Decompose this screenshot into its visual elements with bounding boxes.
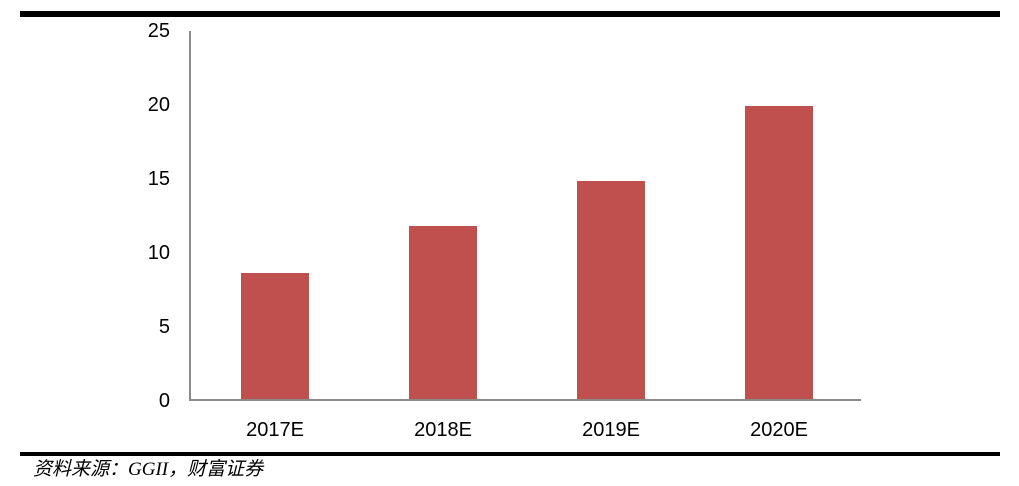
x-axis-tick-labels: 2017E 2018E 2019E 2020E	[120, 21, 861, 451]
source-note: 资料来源：GGII，财富证券	[33, 459, 264, 480]
y-tick-label: 0	[158, 390, 170, 412]
y-axis-tick-labels: 0 5 10 15 20 25	[120, 20, 170, 451]
x-tick-label: 2017E	[246, 419, 304, 441]
x-tick-label: 2020E	[750, 419, 808, 441]
bar-2020E	[745, 105, 813, 399]
x-tick-label: 2018E	[414, 419, 472, 441]
bar-2017E	[241, 273, 309, 399]
x-tick-label: 2019E	[582, 419, 640, 441]
y-tick-label: 10	[147, 242, 170, 264]
plot-area	[189, 31, 861, 401]
bar-2018E	[409, 225, 477, 399]
bottom-rule	[20, 452, 1000, 456]
y-tick-label: 20	[147, 94, 170, 116]
bar-2019E	[577, 181, 645, 399]
y-tick-label: 5	[158, 316, 170, 338]
top-rule	[20, 11, 1000, 17]
y-tick-label: 15	[147, 168, 170, 190]
bar-chart: 0 5 10 15 20 25 2017E 2018E 2019E 2020E	[120, 20, 861, 451]
y-tick-label: 25	[147, 20, 170, 42]
